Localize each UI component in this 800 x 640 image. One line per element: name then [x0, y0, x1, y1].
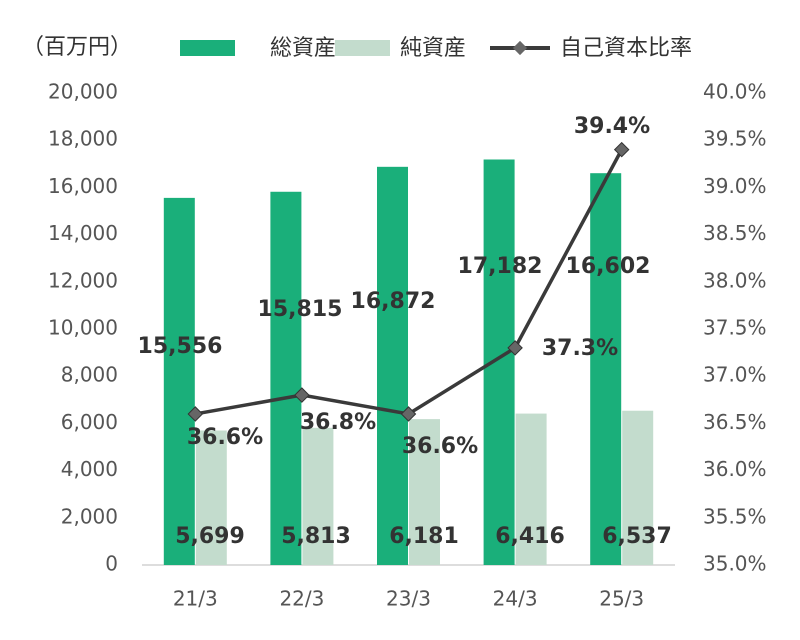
- y2-tick-label: 38.0%: [703, 268, 767, 292]
- legend-marker: [512, 40, 528, 56]
- bar: [590, 173, 622, 565]
- y2-tick-label: 36.0%: [703, 457, 767, 481]
- y-tick-label: 20,000: [48, 80, 118, 104]
- line-marker: [507, 340, 523, 356]
- y-tick-label: 16,000: [48, 174, 118, 198]
- legend-label: 自己資本比率: [560, 36, 692, 61]
- y-tick-label: 0: [105, 552, 118, 576]
- data-label: 36.8%: [300, 410, 376, 435]
- legend-label: 総資産: [270, 36, 336, 61]
- y2-tick-label: 38.5%: [703, 221, 767, 245]
- data-label: 15,556: [138, 334, 223, 359]
- y-tick-label: 6,000: [61, 410, 118, 434]
- y2-tick-label: 39.0%: [703, 174, 767, 198]
- bar: [483, 159, 515, 565]
- data-label: 5,699: [175, 524, 245, 549]
- legend-swatch: [335, 40, 390, 56]
- y2-tick-label: 36.5%: [703, 410, 767, 434]
- y2-tick-label: 39.5%: [703, 127, 767, 151]
- legend-swatch: [180, 40, 235, 56]
- data-label: 39.4%: [574, 114, 650, 139]
- bar: [163, 197, 195, 565]
- bar: [195, 430, 227, 565]
- bar: [270, 191, 302, 566]
- data-label: 15,815: [258, 297, 343, 322]
- line-marker: [187, 406, 204, 422]
- line-marker: [294, 387, 310, 403]
- y2-tick-label: 35.0%: [703, 552, 767, 576]
- bar: [409, 419, 440, 565]
- y2-tick-label: 37.0%: [703, 363, 767, 387]
- y-tick-label: 8,000: [61, 363, 118, 387]
- bar: [302, 427, 334, 565]
- data-label: 6,416: [495, 524, 565, 549]
- data-label: 5,813: [281, 524, 351, 549]
- y-tick-label: 12,000: [48, 268, 118, 292]
- y-tick-label: 14,000: [48, 221, 118, 245]
- data-label: 16,872: [351, 289, 436, 314]
- data-label: 36.6%: [187, 425, 263, 450]
- x-tick-label: 22/3: [279, 587, 324, 611]
- data-label: 16,602: [566, 254, 651, 279]
- y-tick-label: 2,000: [61, 504, 118, 528]
- bar: [515, 413, 547, 565]
- y-tick-label: 10,000: [48, 316, 118, 340]
- line-marker: [400, 406, 417, 422]
- x-tick-label: 21/3: [173, 587, 218, 611]
- y-tick-label: 18,000: [48, 127, 118, 151]
- bar: [622, 410, 654, 565]
- data-label: 36.6%: [402, 434, 478, 459]
- data-label: 17,182: [458, 254, 543, 279]
- y2-tick-label: 40.0%: [703, 80, 767, 104]
- x-tick-label: 25/3: [599, 587, 644, 611]
- y2-tick-label: 37.5%: [703, 316, 767, 340]
- data-label: 6,181: [389, 524, 459, 549]
- legend-label: 純資産: [400, 36, 466, 61]
- y-tick-label: 4,000: [61, 457, 118, 481]
- x-tick-label: 24/3: [493, 587, 538, 611]
- y2-tick-label: 35.5%: [703, 504, 767, 528]
- bar: [377, 166, 408, 565]
- line-marker: [613, 141, 630, 158]
- data-label: 37.3%: [542, 336, 618, 361]
- x-tick-label: 23/3: [386, 587, 431, 611]
- line: [194, 148, 624, 416]
- unit-label: （百万円）: [22, 35, 132, 60]
- data-label: 6,537: [602, 524, 672, 549]
